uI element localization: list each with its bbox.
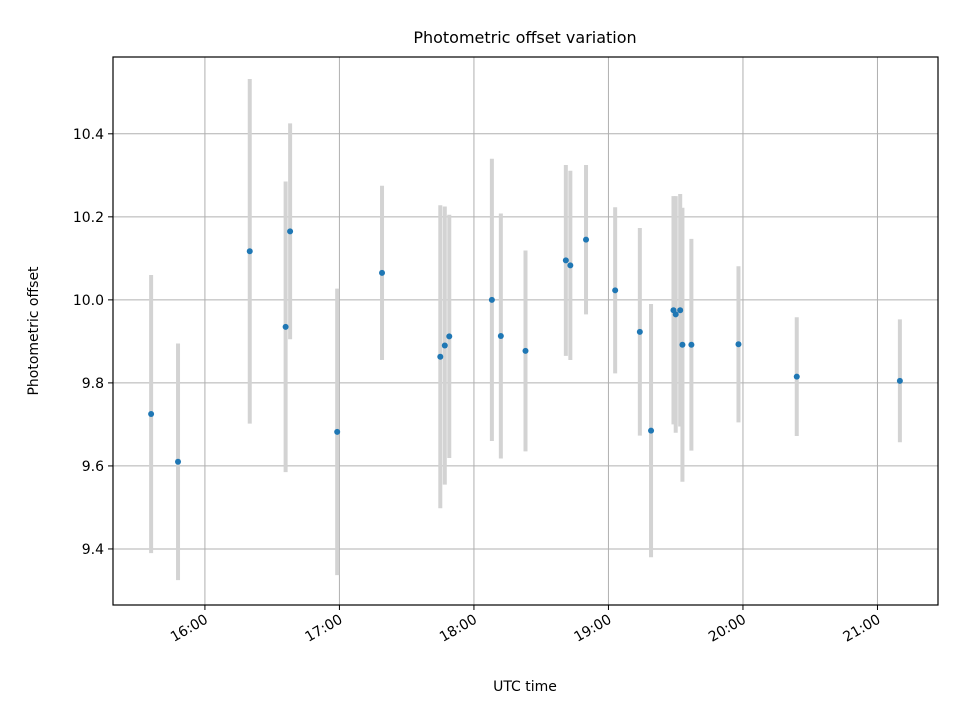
data-point <box>896 377 903 384</box>
y-tick-label: 10.4 <box>73 127 104 143</box>
y-tick-label: 9.8 <box>82 376 104 392</box>
data-point <box>522 347 529 354</box>
x-tick-label: 16:00 <box>168 612 211 646</box>
data-point <box>379 269 386 276</box>
data-point <box>246 248 253 255</box>
data-point <box>488 296 495 303</box>
data-point <box>612 287 619 294</box>
data-point <box>648 427 655 434</box>
y-tick-label: 10.0 <box>73 293 104 309</box>
data-point <box>677 307 684 314</box>
y-tick-label: 9.6 <box>82 459 104 475</box>
data-point <box>437 353 444 360</box>
data-point <box>175 458 182 465</box>
x-axis-label: UTC time <box>493 679 557 695</box>
x-axis-ticks: 16:00 17:00 18:00 19:00 20:00 21:00 <box>168 605 884 646</box>
data-point <box>148 411 155 418</box>
x-tick-label: 19:00 <box>571 612 614 646</box>
data-point <box>282 323 289 330</box>
data-point <box>793 373 800 380</box>
data-point <box>562 257 569 264</box>
data-point <box>688 341 695 348</box>
x-tick-label: 17:00 <box>302 612 345 646</box>
data-point <box>672 311 679 318</box>
error-bars <box>149 79 902 581</box>
y-axis-label: Photometric offset <box>26 266 42 396</box>
y-axis-ticks: 9.4 9.6 9.8 10.0 10.2 10.4 <box>73 127 113 558</box>
y-tick-label: 10.2 <box>73 210 104 226</box>
data-point <box>567 262 574 269</box>
data-point <box>334 428 341 435</box>
data-point <box>441 342 448 349</box>
data-point <box>679 341 686 348</box>
y-tick-label: 9.4 <box>82 542 104 558</box>
data-point <box>735 341 742 348</box>
chart-title: Photometric offset variation <box>413 28 636 47</box>
data-point <box>287 228 294 235</box>
x-tick-label: 18:00 <box>437 612 480 646</box>
data-points <box>148 228 903 465</box>
x-tick-label: 20:00 <box>706 612 749 646</box>
data-point <box>446 333 453 340</box>
data-point <box>636 328 643 335</box>
plot-frame <box>112 56 939 606</box>
x-tick-label: 21:00 <box>841 612 884 646</box>
data-point <box>583 236 590 243</box>
data-point <box>497 332 504 339</box>
